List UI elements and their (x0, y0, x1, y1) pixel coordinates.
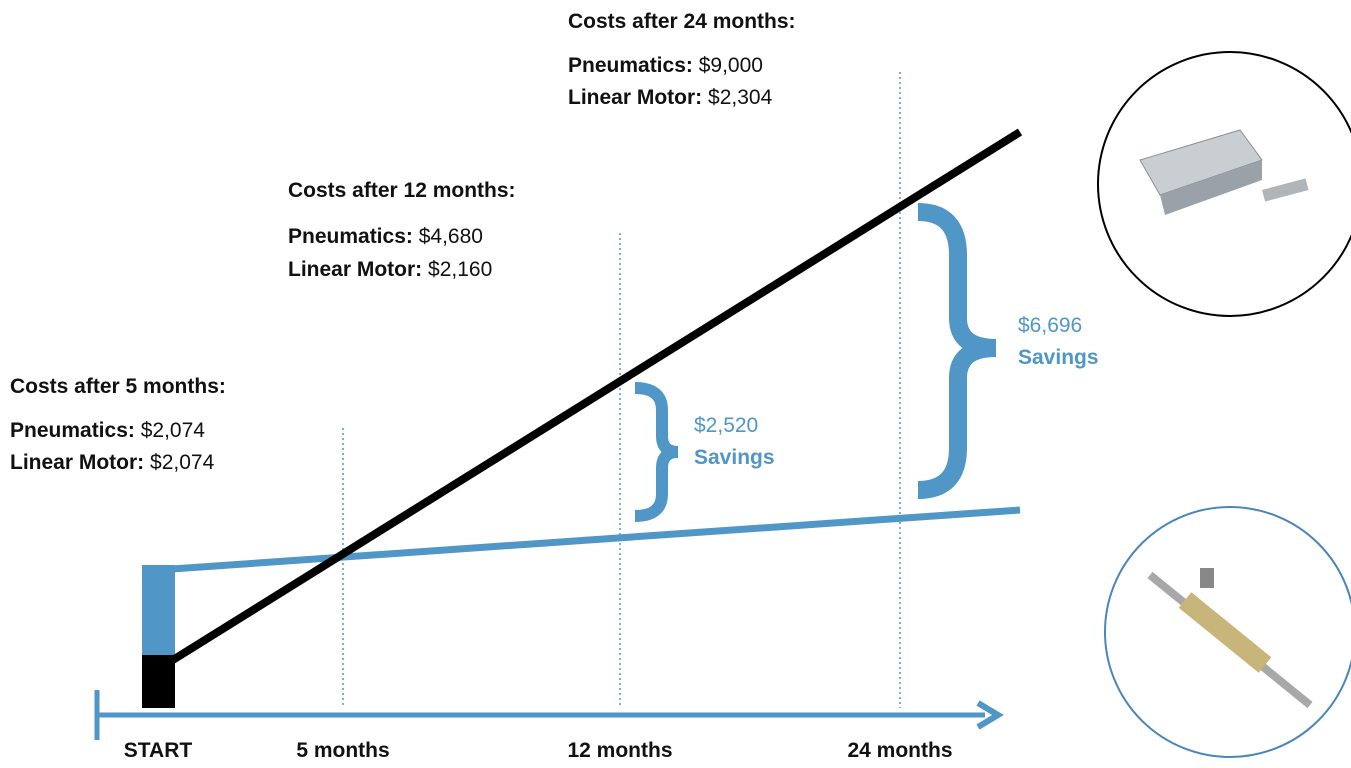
savings-amount: $6,696 (1018, 314, 1082, 337)
milestone-label: 24 months (847, 739, 952, 762)
row-name: Pneumatics: (10, 419, 135, 442)
guides (342, 72, 901, 708)
motor-icon (1147, 568, 1313, 709)
row-value: $2,074 (150, 451, 215, 474)
linear-motor-line (171, 506, 1021, 573)
row-name: Linear Motor: (288, 258, 422, 281)
row-value: $2,160 (428, 258, 492, 281)
cylinder-icon (1139, 129, 1309, 215)
milestone-label: 12 months (567, 739, 672, 762)
savings-label: Savings (1018, 346, 1099, 369)
row-name: Linear Motor: (568, 86, 702, 109)
savings-amount: $2,520 (694, 414, 758, 437)
callout-heading: Costs after 5 months: (10, 375, 226, 398)
row-name: Linear Motor: (10, 451, 144, 474)
row-name: Pneumatics: (288, 225, 413, 248)
callout-row: Linear Motor: $2,304 (568, 86, 773, 109)
row-value: $2,304 (708, 86, 773, 109)
axis-arrow (976, 700, 1004, 730)
callout-row: Pneumatics: $4,680 (288, 225, 483, 248)
row-value: $9,000 (699, 54, 763, 77)
callout-heading: Costs after 24 months: (568, 10, 796, 33)
milestone-label: START (124, 739, 193, 762)
brace-small (634, 382, 679, 522)
start-bar-linear (142, 565, 175, 655)
pneumatics-line (157, 128, 1023, 672)
callout-heading: Costs after 12 months: (288, 179, 516, 202)
savings-label: Savings (694, 446, 775, 469)
callout-row: Linear Motor: $2,160 (288, 258, 492, 281)
callout-row: Linear Motor: $2,074 (10, 451, 215, 474)
callout-row: Pneumatics: $2,074 (10, 419, 205, 442)
row-name: Pneumatics: (568, 54, 693, 77)
milestone-label: 5 months (296, 739, 389, 762)
row-value: $2,074 (141, 419, 206, 442)
brace-large (917, 203, 997, 499)
callout-row: Pneumatics: $9,000 (568, 54, 763, 77)
row-value: $4,680 (419, 225, 483, 248)
